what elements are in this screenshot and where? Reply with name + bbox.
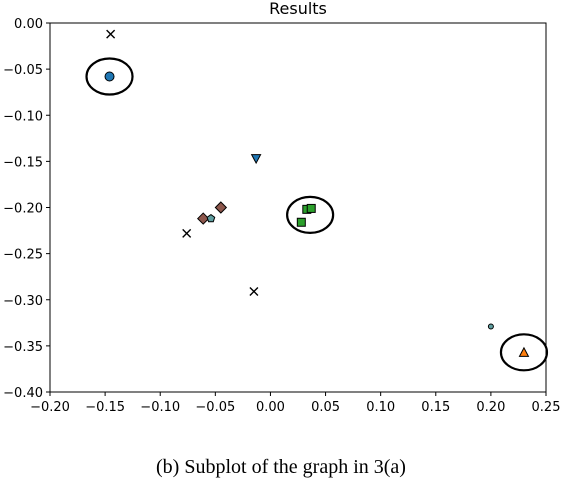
x-tick-label: 0.10 [366,400,395,415]
x-marker-1-stroke-b [106,29,116,39]
square-green-3 [296,217,306,227]
x-marker-2-stroke-b [182,228,192,238]
y-tick-label: −0.20 [3,202,43,217]
x-tick-label: 0.00 [256,400,285,415]
y-tick-label: −0.25 [3,248,43,263]
diamond-brown-2 [214,201,228,214]
y-tick-label: −0.35 [3,340,43,355]
triangle-up-orange [518,346,530,357]
x-tick-label: 0.05 [311,400,340,415]
chart-marks [85,29,549,372]
y-tick-label: −0.40 [3,386,43,401]
plot-frame [49,22,547,393]
x-marker-3 [249,286,259,296]
y-tick-label: −0.10 [3,109,43,124]
y-tick-label: −0.30 [3,294,43,309]
y-tick-label: −0.15 [3,155,43,170]
highlight-circle-2 [286,195,335,234]
x-marker-1 [106,29,116,39]
highlight-circle-3 [499,333,549,372]
square-green-2 [306,203,316,213]
circle-blue [104,71,115,82]
small-dot-green [487,323,494,330]
chart-axes: −0.20 −0.15 −0.10 −0.05 0.00 0.05 0.10 0.15 0.20… [3,17,560,415]
y-tick-label: −0.05 [3,63,43,78]
x-tick-label: 0.15 [421,400,450,415]
triangle-down-blue [250,154,262,165]
x-tick-label: −0.10 [140,400,180,415]
chart-title: Results [269,0,327,18]
x-tick-label: 0.25 [532,400,561,415]
x-marker-3-stroke-b [249,286,259,296]
highlight-circle-1 [85,57,134,96]
scatter-chart: Results −0.20 −0.15 −0.10 −0.05 0.00 0.05 0.10… [3,0,560,415]
pentagon-gray [206,213,216,223]
diamond-brown-1 [197,212,210,225]
x-tick-label: −0.15 [85,400,125,415]
x-tick-label: −0.05 [195,400,235,415]
x-tick-label: −0.20 [30,400,70,415]
x-tick-label: 0.20 [476,400,505,415]
x-marker-2 [182,228,192,238]
figure-caption: (b) Subplot of the graph in 3(a) [156,456,406,478]
y-tick-label: 0.00 [14,17,43,32]
